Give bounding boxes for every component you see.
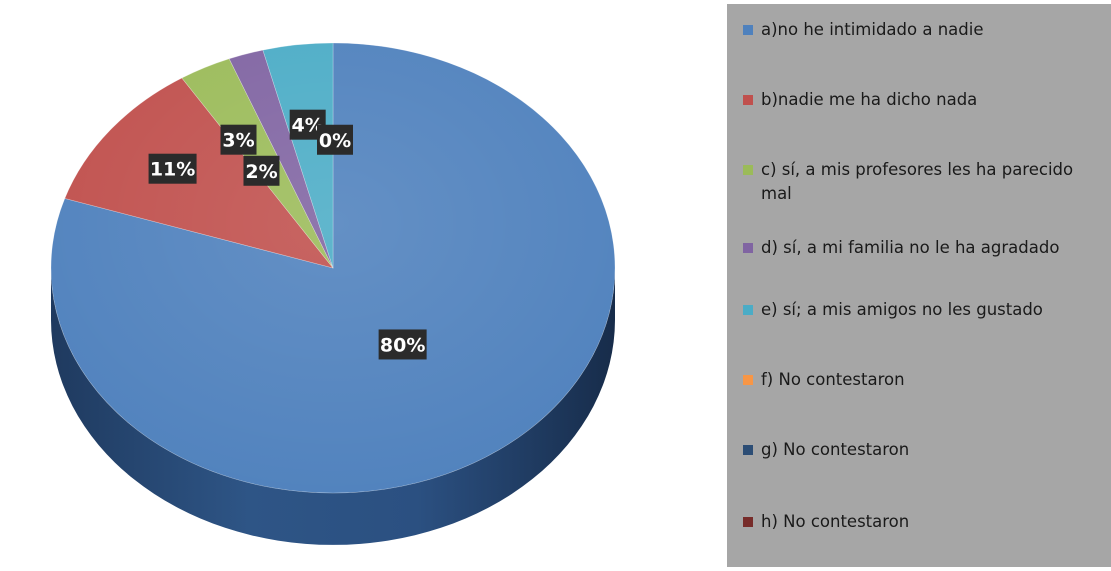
data-label-text: 11%: [150, 159, 195, 181]
legend-swatch: [743, 25, 753, 35]
legend-label: e) sí; a mis amigos no les gustado: [761, 298, 1105, 322]
data-label-6: 0%: [317, 125, 353, 155]
legend-item: h) No contestaron: [743, 510, 1105, 534]
pie-highlight: [51, 43, 615, 493]
legend-swatch: [743, 165, 753, 175]
legend-swatch: [743, 305, 753, 315]
legend-swatch: [743, 243, 753, 253]
pie-chart: 80% 11% 3% 2% 4% 0%: [0, 0, 700, 567]
legend-swatch: [743, 445, 753, 455]
legend-swatch: [743, 375, 753, 385]
legend-item: e) sí; a mis amigos no les gustado: [743, 298, 1105, 322]
legend-label: g) No contestaron: [761, 438, 1105, 462]
legend-item: d) sí, a mi familia no le ha agradado: [743, 236, 1105, 260]
data-label-4: 2%: [243, 156, 279, 186]
legend-item: g) No contestaron: [743, 438, 1105, 462]
legend-label: a)no he intimidado a nadie: [761, 18, 1105, 42]
data-label-text: 0%: [319, 130, 351, 152]
legend-label: d) sí, a mi familia no le ha agradado: [761, 236, 1105, 260]
legend-item: c) sí, a mis profesores les ha parecido …: [743, 158, 1105, 206]
legend: a)no he intimidado a nadie b)nadie me ha …: [727, 4, 1111, 567]
data-label-1: 80%: [379, 329, 427, 359]
data-label-text: 80%: [380, 334, 425, 356]
data-label-text: 2%: [245, 161, 277, 183]
legend-label: f) No contestaron: [761, 368, 1105, 392]
legend-label: b)nadie me ha dicho nada: [761, 88, 1105, 112]
data-label-3: 3%: [221, 125, 257, 155]
legend-item: f) No contestaron: [743, 368, 1105, 392]
legend-label: c) sí, a mis profesores les ha parecido …: [761, 158, 1105, 206]
legend-swatch: [743, 95, 753, 105]
legend-item: a)no he intimidado a nadie: [743, 18, 1105, 42]
data-label-2: 11%: [149, 154, 197, 184]
legend-swatch: [743, 517, 753, 527]
data-label-text: 3%: [222, 130, 254, 152]
legend-item: b)nadie me ha dicho nada: [743, 88, 1105, 112]
pie-chart-svg: 80%11%3%2%4%0%: [0, 0, 700, 567]
legend-label: h) No contestaron: [761, 510, 1105, 534]
